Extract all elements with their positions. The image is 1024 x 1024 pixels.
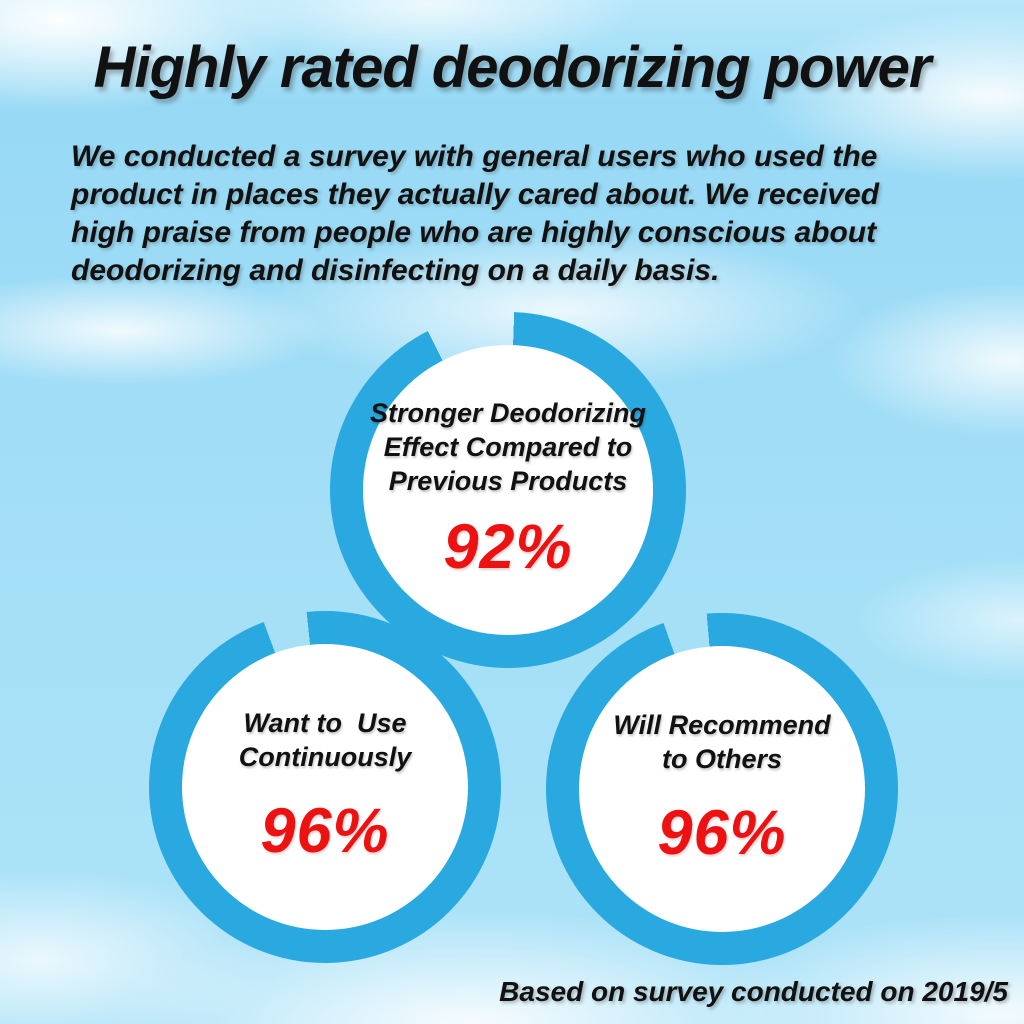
donut-label-line: Effect Compared to bbox=[383, 432, 633, 463]
donut-label-line: Will Recommend bbox=[613, 710, 831, 741]
donut-center: Want to Use Continuously 96% bbox=[182, 644, 468, 930]
donut-value: 92% bbox=[443, 511, 573, 582]
donut-chart-recommend-to-others: Will Recommend to Others 96% bbox=[531, 598, 913, 980]
page-title: Highly rated deodorizing power bbox=[93, 35, 932, 100]
donut-label-line: to Others bbox=[661, 744, 782, 774]
donut-label-line: Previous Products bbox=[388, 465, 628, 496]
intro-line: product in places they actually cared ab… bbox=[71, 178, 880, 211]
donut-label-line: Want to Use bbox=[243, 708, 407, 739]
intro-line: high praise from people who are highly c… bbox=[71, 216, 877, 249]
survey-footnote: Based on survey conducted on 2019/5 bbox=[499, 976, 1008, 1007]
donut-label: Stronger Deodorizing Effect Compared to … bbox=[370, 397, 646, 498]
intro-line: deodorizing and disinfecting on a daily … bbox=[71, 254, 720, 287]
donut-center: Stronger Deodorizing Effect Compared to … bbox=[363, 345, 653, 635]
donut-label-line: Stronger Deodorizing bbox=[370, 398, 646, 429]
donut-value: 96% bbox=[657, 797, 787, 868]
donut-label-line: Continuously bbox=[238, 742, 412, 772]
intro-line: We conducted a survey with general users… bbox=[71, 140, 878, 173]
donut-label: Want to Use Continuously bbox=[239, 707, 411, 775]
intro-paragraph: We conducted a survey with general users… bbox=[71, 138, 879, 290]
donut-center: Will Recommend to Others 96% bbox=[579, 646, 865, 932]
donut-chart-continuous-use: Want to Use Continuously 96% bbox=[131, 593, 519, 981]
donut-label: Will Recommend to Others bbox=[613, 709, 830, 777]
donut-chart-deodorizing-effect: Stronger Deodorizing Effect Compared to … bbox=[323, 305, 693, 675]
donut-value: 96% bbox=[260, 795, 390, 866]
